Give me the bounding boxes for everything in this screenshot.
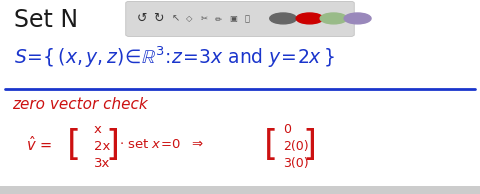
Text: 0: 0 <box>283 122 291 136</box>
Text: $\cdot$ set $x\!=\!0$  $\Rightarrow$: $\cdot$ set $x\!=\!0$ $\Rightarrow$ <box>119 138 204 151</box>
Bar <box>0 186 480 194</box>
Text: ↖: ↖ <box>171 13 179 23</box>
Text: Set N: Set N <box>14 8 79 32</box>
Text: zero vector check: zero vector check <box>12 97 148 112</box>
Text: 2(0): 2(0) <box>283 140 309 153</box>
Text: x: x <box>94 122 101 136</box>
Circle shape <box>270 13 297 24</box>
Text: 2x: 2x <box>94 140 110 153</box>
Text: 3(0): 3(0) <box>283 157 309 171</box>
Text: [: [ <box>67 127 82 162</box>
Text: ✏: ✏ <box>215 14 222 23</box>
Text: ]: ] <box>302 127 317 162</box>
Text: ↺: ↺ <box>136 12 147 25</box>
Text: $\hat{v}$ =: $\hat{v}$ = <box>26 135 52 154</box>
Text: $S\!=\!\{\,(x,y,z)\!\in\!\mathbb{R}^3\!:\!z\!=\!3x\ \mathrm{and}\ y\!=\!2x\,\}$: $S\!=\!\{\,(x,y,z)\!\in\!\mathbb{R}^3\!:… <box>14 45 335 70</box>
Text: ↻: ↻ <box>153 12 164 25</box>
Circle shape <box>296 13 323 24</box>
Text: ▣: ▣ <box>229 14 237 23</box>
Text: 🖼: 🖼 <box>245 14 250 23</box>
Text: 3x: 3x <box>94 157 110 171</box>
Circle shape <box>320 13 347 24</box>
Text: [: [ <box>264 127 278 162</box>
Text: ◇: ◇ <box>186 14 193 23</box>
FancyBboxPatch shape <box>126 1 354 36</box>
Text: ✂: ✂ <box>201 14 207 23</box>
Text: ]: ] <box>106 127 120 162</box>
Circle shape <box>344 13 371 24</box>
